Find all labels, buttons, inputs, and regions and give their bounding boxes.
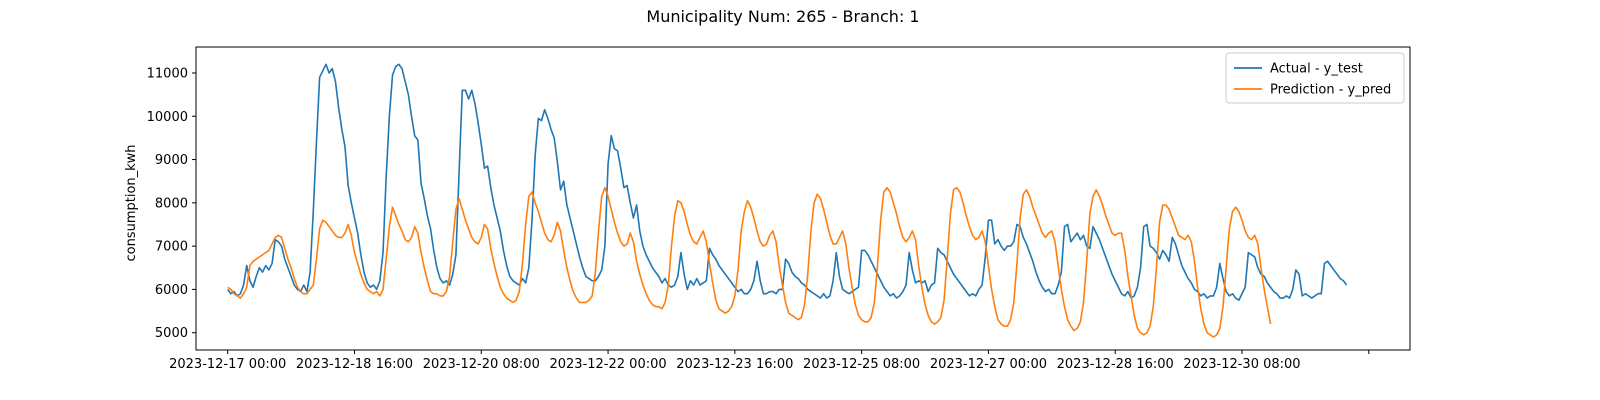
y-tick-label: 11000 [147,66,188,81]
plot-frame [195,46,1411,351]
x-tick-label: 2023-12-25 08:00 [803,357,920,372]
y-axis-title: consumption_kwh [124,144,139,261]
legend-label: Prediction - y_pred [1270,83,1391,98]
legend-box [1225,52,1405,104]
series-line-prediction [227,186,1272,338]
chart-title: Municipality Num: 265 - Branch: 1 [646,7,919,26]
x-tick-label: 2023-12-23 16:00 [676,357,793,372]
x-tick-label: 2023-12-22 00:00 [549,357,666,372]
x-tick-label: 2023-12-27 00:00 [930,357,1047,372]
x-tick-label: 2023-12-20 08:00 [423,357,540,372]
y-tick-label: 9000 [155,153,188,168]
x-tick-label: 2023-12-30 08:00 [1183,357,1300,372]
legend-label: Actual - y_test [1270,62,1363,77]
y-tick-label: 8000 [155,196,188,211]
series-line-actual [227,63,1348,302]
x-tick-label: 2023-12-17 00:00 [169,357,286,372]
x-tick-label: 2023-12-28 16:00 [1057,357,1174,372]
y-tick-label: 7000 [155,240,188,255]
x-tick-label: 2023-12-18 16:00 [296,357,413,372]
y-tick-label: 10000 [147,110,188,125]
y-tick-label: 5000 [155,326,188,341]
y-tick-label: 6000 [155,283,188,298]
legend: Actual - y_test Prediction - y_pred [1225,52,1405,104]
plot-area: 5000 6000 7000 8000 9000 10000 11000 2023-12-17… [147,46,1411,372]
